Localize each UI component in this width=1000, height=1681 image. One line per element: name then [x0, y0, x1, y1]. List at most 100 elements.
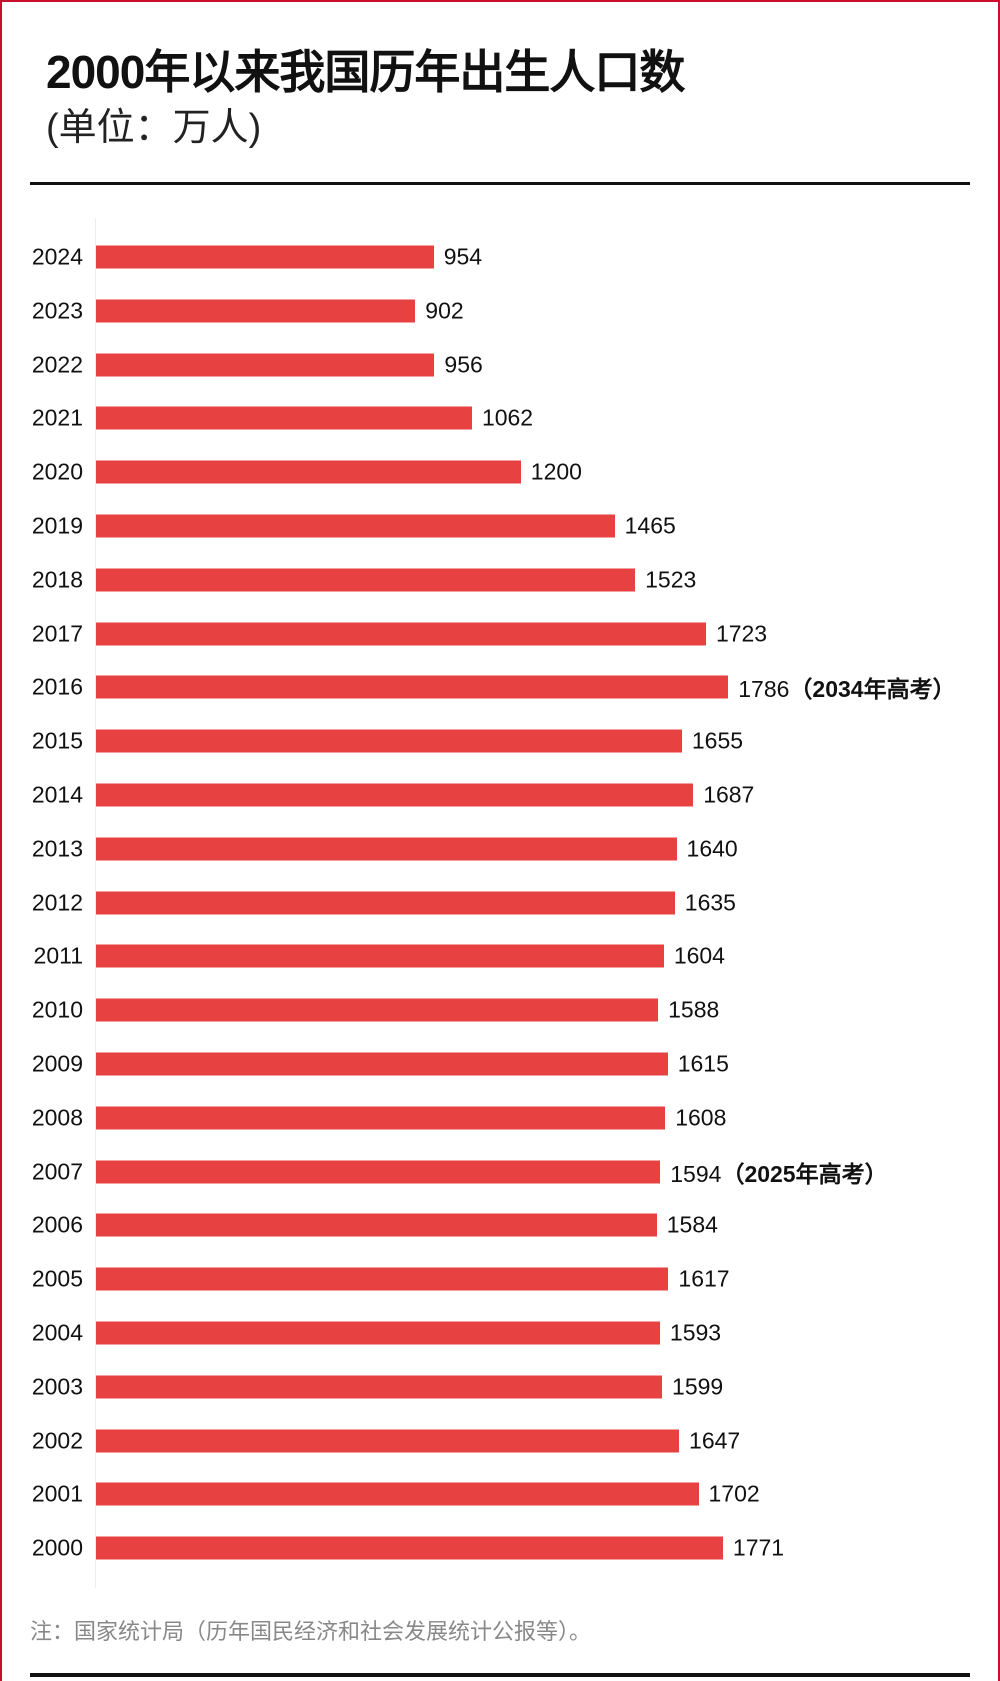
value-text: 1635: [684, 889, 736, 916]
value-text: 1647: [689, 1427, 741, 1454]
value-text: 1599: [672, 1373, 724, 1400]
data-label: 902: [425, 297, 463, 324]
data-label: 1687: [703, 782, 754, 809]
y-tick-label: 2023: [31, 297, 83, 324]
value-text: 1655: [691, 727, 744, 754]
bar-2008: [96, 1106, 666, 1130]
data-label: 1594（2025年高考）: [670, 1155, 887, 1189]
data-label: 1200: [531, 459, 582, 486]
y-tick-label: 2021: [31, 404, 83, 431]
y-axis-line: [95, 218, 96, 1588]
bar-2021: [96, 406, 472, 430]
y-tick-label: 2022: [31, 351, 83, 378]
y-tick-label: 2009: [31, 1050, 83, 1077]
y-tick-label: 2019: [31, 512, 83, 539]
annotation: （2025年高考）: [721, 1160, 888, 1187]
value-text: 1594: [670, 1160, 722, 1187]
bar-2007: [96, 1160, 661, 1184]
data-label: 1617: [678, 1266, 729, 1293]
data-label: 954: [444, 244, 482, 271]
bar-2003: [96, 1375, 663, 1399]
bar-2019: [96, 514, 615, 538]
value-text: 1604: [673, 942, 725, 969]
bar-2022: [96, 353, 435, 377]
bar-2013: [96, 837, 677, 861]
bar-2004: [96, 1321, 660, 1345]
data-label: 1723: [716, 620, 767, 647]
footer-divider: [30, 1673, 970, 1677]
value-text: 1640: [686, 835, 738, 862]
data-label: 956: [444, 351, 482, 378]
bar-2002: [96, 1429, 680, 1453]
source-note: 注：国家统计局（历年国民经济和社会发展统计公报等）。: [30, 1619, 592, 1644]
value-text: 1523: [645, 566, 697, 593]
data-label: 1604: [674, 943, 725, 970]
value-text: 1200: [530, 458, 582, 485]
y-tick-label: 2006: [31, 1211, 83, 1238]
data-label: 1523: [645, 566, 696, 593]
bar-2012: [96, 891, 675, 915]
value-text: 1062: [481, 404, 534, 431]
value-text: 956: [444, 351, 483, 378]
data-label: 1640: [687, 835, 738, 862]
bar-2001: [96, 1482, 699, 1506]
bar-2015: [96, 729, 682, 753]
data-label: 1647: [689, 1427, 740, 1454]
value-text: 1593: [669, 1319, 722, 1346]
bar-2024: [96, 245, 434, 269]
value-text: 1687: [703, 781, 755, 808]
y-tick-label: 2002: [31, 1427, 83, 1454]
value-text: 1615: [677, 1050, 729, 1077]
value-text: 1786: [738, 676, 790, 703]
data-label: 1584: [667, 1212, 718, 1239]
y-tick-label: 2020: [31, 458, 83, 485]
annotation: （2034年高考）: [789, 676, 956, 703]
data-label: 1599: [672, 1373, 723, 1400]
y-tick-label: 2003: [31, 1373, 83, 1400]
y-tick-label: 2011: [33, 942, 83, 969]
chart-subtitle: (单位：万人): [46, 107, 262, 149]
value-text: 1608: [675, 1104, 727, 1131]
value-text: 1723: [715, 620, 768, 647]
value-text: 1702: [708, 1480, 760, 1507]
value-text: 1465: [624, 512, 676, 539]
header-divider: [30, 182, 970, 185]
value-text: 1588: [668, 996, 720, 1023]
data-label: 1593: [670, 1320, 721, 1347]
y-tick-label: 2007: [31, 1158, 83, 1185]
y-tick-label: 2005: [31, 1265, 83, 1292]
data-label: 1465: [625, 513, 676, 540]
bar-2000: [96, 1536, 723, 1560]
y-tick-label: 2018: [31, 566, 83, 593]
y-tick-label: 2001: [31, 1480, 83, 1507]
data-label: 1655: [692, 728, 743, 755]
bar-2017: [96, 622, 706, 646]
bar-2011: [96, 944, 664, 968]
value-text: 954: [443, 243, 483, 270]
chart-title: 2000年以来我国历年出生人口数: [46, 46, 685, 98]
y-tick-label: 2012: [31, 889, 83, 916]
data-label: 1635: [685, 889, 736, 916]
bar-2016: [96, 675, 729, 699]
y-tick-label: 2015: [31, 727, 83, 754]
y-tick-label: 2017: [31, 620, 83, 647]
data-label: 1062: [482, 405, 533, 432]
y-tick-label: 2013: [31, 835, 83, 862]
bar-2009: [96, 1052, 668, 1076]
y-tick-label: 2004: [31, 1319, 83, 1346]
value-text: 1584: [666, 1211, 718, 1238]
bar-2010: [96, 998, 659, 1022]
y-tick-label: 2010: [31, 996, 83, 1023]
data-label: 1771: [733, 1535, 784, 1562]
y-tick-label: 2000: [31, 1534, 83, 1561]
bar-2023: [96, 299, 416, 323]
bar-2020: [96, 460, 521, 484]
data-label: 1702: [709, 1481, 760, 1508]
y-tick-label: 2014: [31, 781, 83, 808]
y-tick-label: 2016: [31, 673, 83, 700]
value-text: 1617: [678, 1265, 730, 1292]
bar-2006: [96, 1213, 657, 1237]
y-tick-label: 2024: [31, 243, 83, 270]
